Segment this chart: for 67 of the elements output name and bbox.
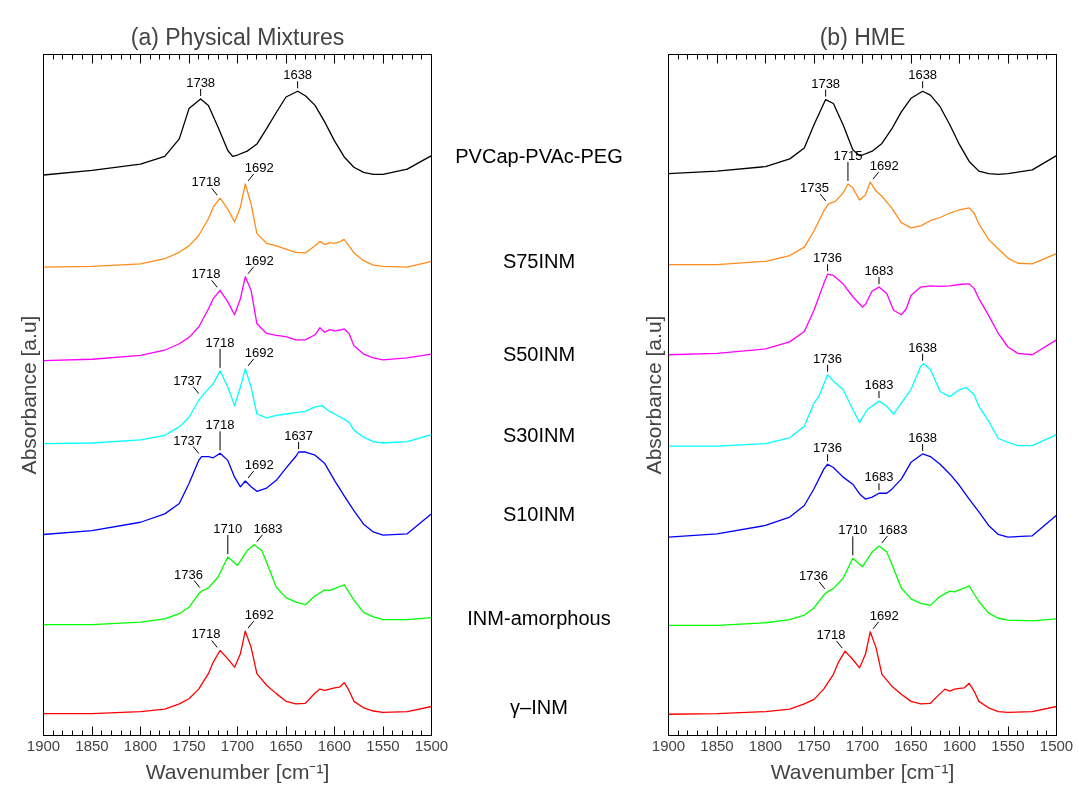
text: S10INM	[502, 502, 576, 525]
annotation: 1738	[811, 75, 841, 91]
x-tick-label: 1700	[845, 736, 880, 754]
annotation: 1710	[838, 522, 868, 538]
annotation: 1736	[799, 567, 829, 583]
annotation: 1715	[833, 148, 863, 163]
y-axis-title: Absorbance [a.u]	[641, 315, 665, 475]
x-tick-label: 1750	[172, 736, 206, 754]
x-tick-label: 1650	[269, 736, 303, 754]
x-tick-label: 1800	[748, 736, 783, 754]
chart-title: (b) HME	[819, 23, 906, 50]
annotation: 1738	[186, 74, 216, 90]
annotation: 1683	[864, 377, 894, 393]
x-tick-label: 1550	[366, 736, 400, 754]
annotation: 1683	[864, 469, 894, 485]
annotation: 1638	[283, 67, 313, 83]
annotation: 1692	[869, 158, 899, 174]
annotation: 1718	[205, 417, 235, 433]
annotation: 1692	[244, 457, 274, 473]
annotation: 1736	[813, 440, 843, 456]
annotation: 1736	[813, 250, 843, 266]
x-tick-label: 1700	[220, 736, 255, 754]
x-tick-label: 1850	[75, 736, 109, 754]
x-tick-label: 1600	[942, 736, 977, 754]
x-tick-label: 1800	[123, 736, 158, 754]
x-axis-title: Wavenumber [cm⁻¹]	[770, 759, 955, 783]
annotation: 1718	[191, 266, 221, 282]
text: γ–INM	[510, 695, 568, 718]
annotation: 1718	[191, 626, 221, 642]
x-tick-label: 1600	[317, 736, 352, 754]
annotation: 1718	[205, 334, 235, 350]
x-tick-label: 1500	[1039, 736, 1074, 754]
x-tick-label: 1850	[700, 736, 734, 754]
series-label: INM-amorphous	[467, 606, 611, 629]
text: S30INM	[502, 423, 576, 446]
annotation: 1638	[908, 67, 938, 83]
annotation: 1637	[284, 428, 314, 444]
annotation: 1692	[244, 252, 274, 268]
x-tick-label: 1750	[797, 736, 831, 754]
annotation: 1718	[191, 174, 221, 190]
x-tick-label: 1500	[414, 736, 449, 754]
annotation: 1718	[816, 627, 846, 643]
series-label: PVCap-PVAc-PEG	[455, 144, 623, 167]
annotation: 1710	[213, 521, 243, 537]
annotation: 1736	[174, 566, 204, 582]
annotation: 1737	[173, 372, 203, 388]
annotation: 1692	[244, 160, 274, 175]
x-tick-label: 1900	[26, 736, 61, 754]
x-tick-label: 1650	[894, 736, 928, 754]
annotation: 1735	[800, 179, 830, 195]
annotation: 1736	[813, 350, 843, 366]
chart-title: (a) Physical Mixtures	[130, 23, 345, 50]
annotation: 1683	[253, 520, 283, 536]
annotation: 1638	[908, 429, 938, 445]
annotation: 1737	[173, 432, 203, 448]
annotation: 1683	[878, 522, 908, 538]
annotation: 1683	[864, 263, 894, 279]
text: S75INM	[502, 250, 576, 273]
x-axis-title: Wavenumber [cm⁻¹]	[145, 759, 330, 783]
annotation: 1692	[244, 344, 274, 360]
text: S50INM	[502, 343, 576, 366]
x-tick-label: 1550	[991, 736, 1025, 754]
annotation: 1638	[908, 339, 938, 355]
annotation: 1692	[869, 607, 899, 623]
x-tick-label: 1900	[651, 736, 686, 754]
y-axis-title: Absorbance [a.u]	[16, 315, 40, 475]
annotation: 1692	[244, 607, 274, 623]
